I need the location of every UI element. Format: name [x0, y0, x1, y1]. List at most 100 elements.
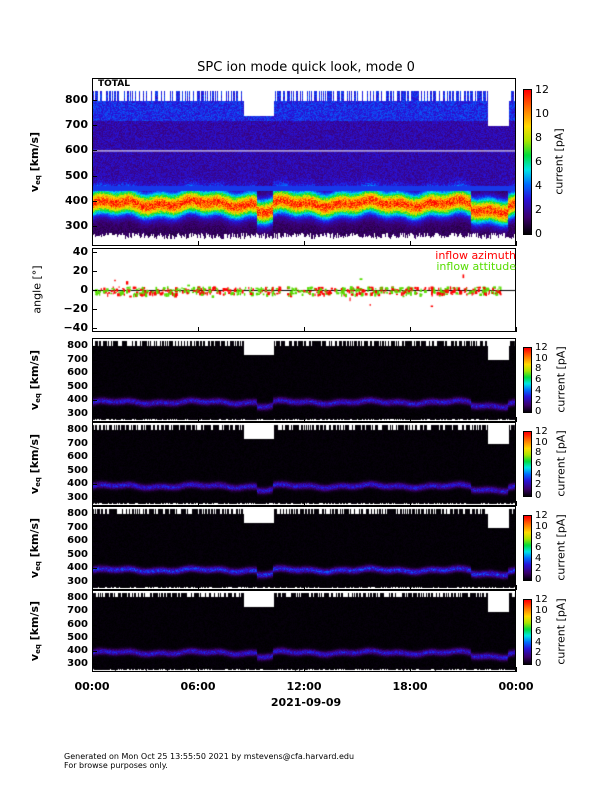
x-tick-mark	[92, 667, 93, 672]
colorbar-tick-label: 2	[535, 647, 542, 659]
y-tick-mark	[92, 346, 97, 348]
y-tick-label: 400	[67, 644, 88, 656]
colorbar-frame	[523, 599, 532, 665]
y-tick-label: 500	[65, 168, 88, 182]
x-tick-mark	[410, 241, 411, 246]
y-tick-label: 300	[67, 575, 88, 587]
colorbar-tick-label: 12	[535, 510, 548, 521]
colorbar-tick-label: 4	[535, 384, 542, 396]
colorbar-label: current [pA]	[554, 514, 568, 581]
y-tick-mark	[92, 309, 97, 311]
colorbar-tick-label: 4	[535, 552, 542, 564]
colorbar-tick-label: 0	[535, 658, 542, 669]
legend-inflow-attitude: inflow attitude	[436, 260, 516, 273]
angle-plot	[92, 248, 516, 332]
colorbar-frame	[523, 515, 532, 581]
y-tick-label: 800	[67, 508, 88, 520]
colorbar-tick-label: 2	[535, 203, 542, 216]
x-tick-mark	[304, 241, 305, 246]
x-tick-mark	[304, 327, 305, 332]
x-tick-mark	[410, 417, 411, 422]
y-tick-label: 800	[67, 592, 88, 604]
colorbar-tick-label: 6	[535, 626, 542, 637]
colorbar-tick-label: 12	[535, 83, 549, 96]
y-tick-mark	[92, 568, 97, 570]
y-tick-mark	[92, 484, 97, 486]
colorbar-tick-label: 8	[535, 615, 542, 627]
colorbar-tick-label: 0	[535, 490, 542, 501]
y-tick-label: 600	[67, 367, 88, 379]
colorbar-tick-label: 2	[535, 563, 542, 575]
y-axis-label: veq [km/s]	[28, 503, 42, 593]
y-tick-label: 700	[67, 605, 88, 617]
y-tick-label: 500	[67, 464, 88, 476]
x-axis-date: 2021-09-09	[270, 696, 342, 709]
colorbar-sensor-2	[524, 432, 531, 496]
colorbar-tick-label: 6	[535, 155, 542, 168]
y-tick-mark	[92, 270, 97, 272]
y-tick-label: −40	[63, 321, 88, 335]
colorbar-TOTAL	[524, 90, 531, 234]
panel-label-total: TOTAL	[98, 79, 130, 89]
x-tick-mark	[516, 327, 517, 332]
y-tick-label: 700	[65, 118, 88, 132]
y-tick-mark	[92, 386, 97, 388]
x-tick-mark	[92, 241, 93, 246]
colorbar-tick-label: 6	[535, 374, 542, 385]
y-tick-mark	[92, 624, 97, 626]
y-tick-mark	[92, 150, 97, 152]
x-tick-label: 06:00	[180, 680, 216, 693]
x-tick-mark	[198, 667, 199, 672]
colorbar-tick-label: 12	[535, 426, 548, 437]
legend-inflow-azimuth: inflow azimuth	[435, 249, 516, 262]
colorbar-label: current [pA]	[554, 346, 568, 413]
colorbar-tick-label: 4	[535, 468, 542, 480]
y-tick-label: 400	[67, 394, 88, 406]
y-tick-mark	[92, 175, 97, 177]
y-tick-mark	[92, 470, 97, 472]
x-tick-mark	[304, 501, 305, 506]
y-tick-mark	[92, 541, 97, 543]
y-tick-mark	[92, 225, 97, 227]
colorbar-tick-label: 12	[535, 342, 548, 353]
x-tick-mark	[410, 501, 411, 506]
y-tick-mark	[92, 100, 97, 102]
y-axis-label: angle [°]	[30, 265, 44, 314]
y-tick-mark	[92, 251, 97, 253]
y-tick-label: 500	[67, 380, 88, 392]
colorbar-frame	[523, 347, 532, 413]
x-tick-label: 00:00	[498, 680, 534, 693]
y-axis-label-part: [km/s]	[28, 517, 41, 562]
y-tick-label: 800	[65, 93, 88, 107]
y-tick-label: 0	[80, 283, 88, 296]
colorbar-tick-label: 10	[535, 520, 548, 532]
colorbar-tick-label: 6	[535, 458, 542, 469]
y-tick-label: 20	[72, 263, 88, 277]
y-tick-label: 300	[67, 491, 88, 503]
x-tick-mark	[516, 585, 517, 590]
y-tick-mark	[92, 497, 97, 499]
spectrogram-sensor-3	[92, 506, 516, 590]
figure-title: SPC ion mode quick look, mode 0	[197, 60, 415, 75]
colorbar-sensor-1	[524, 348, 531, 412]
colorbar-label: current [pA]	[552, 128, 566, 195]
x-tick-mark	[516, 417, 517, 422]
x-tick-mark	[304, 667, 305, 672]
y-tick-mark	[92, 611, 97, 613]
colorbar-frame	[523, 431, 532, 497]
y-tick-mark	[92, 359, 97, 361]
y-axis-label: veq [km/s]	[28, 117, 42, 207]
x-tick-label: 18:00	[392, 680, 428, 693]
colorbar-tick-label: 8	[535, 131, 542, 144]
colorbar-frame	[523, 89, 532, 235]
y-tick-label: 300	[67, 407, 88, 419]
spectrogram-sensor-4	[92, 590, 516, 672]
y-tick-label: 800	[67, 340, 88, 352]
x-tick-mark	[92, 501, 93, 506]
x-tick-mark	[92, 585, 93, 590]
y-tick-mark	[92, 598, 97, 600]
y-axis-label-part: [km/s]	[28, 349, 41, 394]
y-axis-label: veq [km/s]	[28, 419, 42, 509]
colorbar-tick-label: 0	[535, 227, 542, 240]
y-tick-mark	[92, 200, 97, 202]
